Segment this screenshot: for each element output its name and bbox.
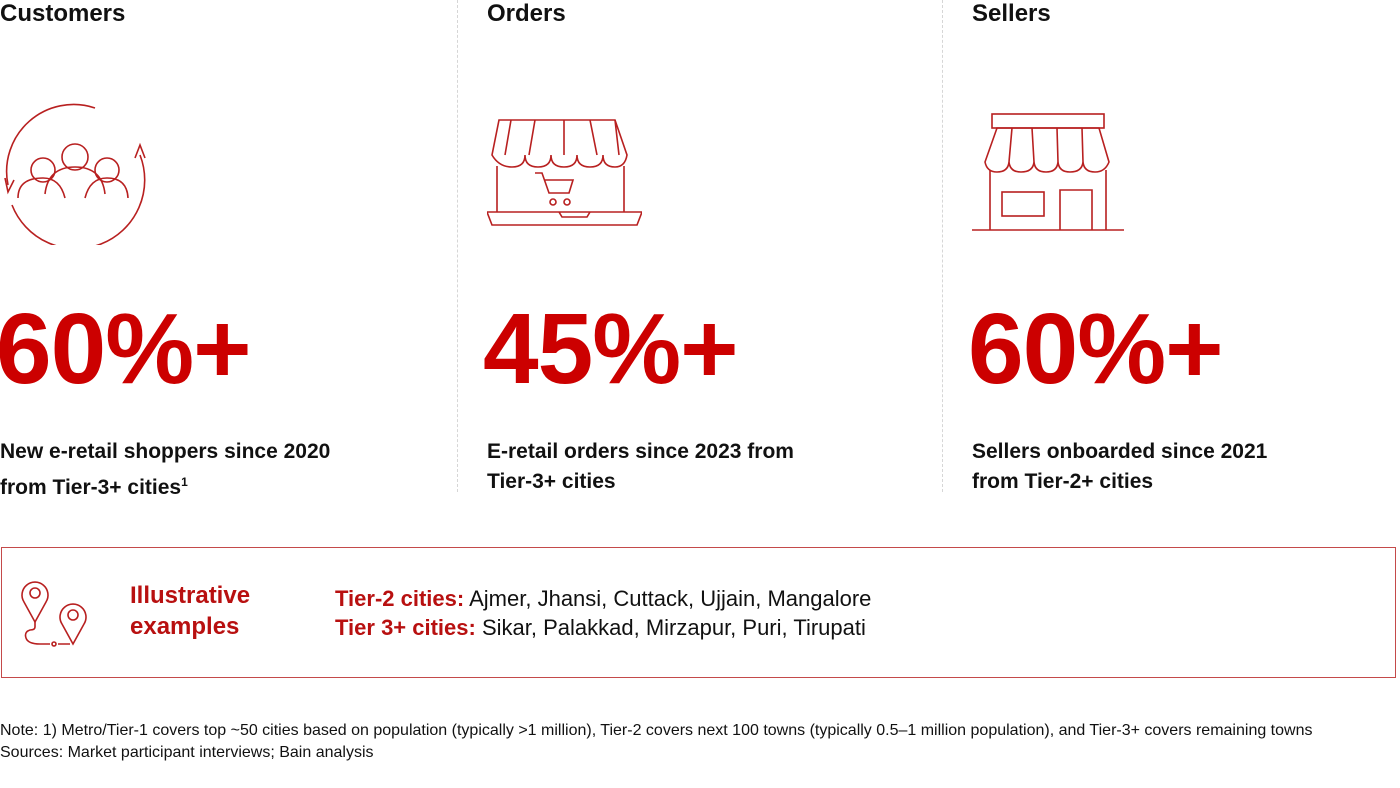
desc-line: E-retail orders since 2023 from <box>487 440 794 463</box>
desc-line: from Tier-2+ cities <box>972 470 1154 493</box>
stat-value: 60%+ <box>0 293 252 405</box>
tier2-label: Tier-2 cities: <box>335 586 465 611</box>
stat-description: E-retail orders since 2023 from Tier-3+ c… <box>487 437 794 497</box>
divider <box>457 0 458 492</box>
stat-value: 45%+ <box>483 293 739 405</box>
heading-line: examples <box>130 613 240 640</box>
examples-heading: Illustrative examples <box>130 580 250 642</box>
desc-line: New e-retail shoppers since 2020 <box>0 440 331 463</box>
footnote-mark: 1 <box>181 475 188 489</box>
customers-cycle-icon <box>4 103 146 245</box>
orders-column: Orders 45%+ E-retail orders since 2023 f… <box>483 0 927 500</box>
tier3-row: Tier 3+ cities: Sikar, Palakkad, Mirzapu… <box>335 613 871 642</box>
stat-description: Sellers onboarded since 2021 from Tier-2+… <box>972 437 1267 497</box>
sources-text: Sources: Market participant interviews; … <box>0 744 374 761</box>
stat-description: New e-retail shoppers since 2020 from Tie… <box>0 437 330 503</box>
heading-line: Illustrative <box>130 582 251 609</box>
tier-city-lists: Tier-2 cities: Ajmer, Jhansi, Cuttack, U… <box>335 584 871 642</box>
column-title: Orders <box>487 0 566 27</box>
storefront-icon <box>972 113 1124 231</box>
desc-line: from Tier-3+ cities <box>0 476 182 499</box>
online-store-laptop-icon <box>487 119 642 226</box>
stat-value: 60%+ <box>968 293 1224 405</box>
tier2-cities: Ajmer, Jhansi, Cuttack, Ujjain, Mangalor… <box>464 586 872 611</box>
sellers-column: Sellers 60%+ Sellers onboarded since 202… <box>968 0 1400 500</box>
column-title: Sellers <box>972 0 1051 27</box>
tier2-row: Tier-2 cities: Ajmer, Jhansi, Cuttack, U… <box>335 584 871 613</box>
illustrative-examples-box: Illustrative examples Tier-2 cities: Ajme… <box>1 547 1396 678</box>
tier3-label: Tier 3+ cities: <box>335 615 476 640</box>
footnotes: Note: 1) Metro/Tier-1 covers top ~50 cit… <box>0 720 1395 764</box>
note-text: Note: 1) Metro/Tier-1 covers top ~50 cit… <box>0 722 1313 739</box>
divider <box>942 0 943 492</box>
desc-line: Sellers onboarded since 2021 <box>972 440 1268 463</box>
column-title: Customers <box>0 0 126 27</box>
desc-line: Tier-3+ cities <box>487 470 616 493</box>
tier3-cities: Sikar, Palakkad, Mirzapur, Puri, Tirupat… <box>475 615 866 640</box>
map-route-pins-icon <box>21 581 87 647</box>
customers-column: Customers 60%+ New e-retail shoppers sin… <box>0 0 440 500</box>
